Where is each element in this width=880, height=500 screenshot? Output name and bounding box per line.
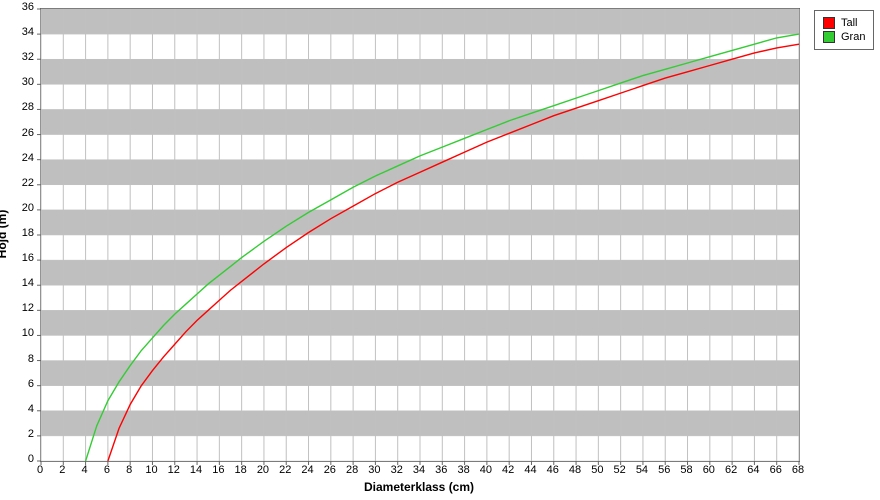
chart-container: Höjd (m) Diameterklass (cm) 024681012141… (0, 0, 880, 500)
x-tick-label: 10 (141, 464, 161, 476)
x-tick-label: 12 (164, 464, 184, 476)
y-tick-label: 34 (12, 26, 34, 38)
legend-label: Gran (841, 31, 865, 43)
x-tick-label: 34 (409, 464, 429, 476)
x-tick-label: 4 (75, 464, 95, 476)
x-tick-label: 8 (119, 464, 139, 476)
y-tick-label: 20 (12, 202, 34, 214)
x-tick-label: 64 (743, 464, 763, 476)
y-tick-label: 8 (12, 353, 34, 365)
x-tick-label: 32 (387, 464, 407, 476)
x-tick-label: 68 (788, 464, 808, 476)
y-tick-label: 22 (12, 177, 34, 189)
x-tick-label: 30 (364, 464, 384, 476)
x-tick-label: 14 (186, 464, 206, 476)
x-tick-label: 52 (610, 464, 630, 476)
y-tick-label: 26 (12, 127, 34, 139)
y-tick-label: 18 (12, 227, 34, 239)
x-tick-label: 24 (298, 464, 318, 476)
y-tick-label: 24 (12, 152, 34, 164)
x-tick-label: 6 (97, 464, 117, 476)
x-tick-label: 48 (565, 464, 585, 476)
y-axis-label: Höjd (m) (0, 210, 9, 259)
x-tick-label: 2 (52, 464, 72, 476)
x-tick-label: 62 (721, 464, 741, 476)
x-tick-label: 18 (231, 464, 251, 476)
x-tick-label: 22 (275, 464, 295, 476)
x-tick-label: 54 (632, 464, 652, 476)
x-tick-label: 26 (320, 464, 340, 476)
x-tick-label: 36 (431, 464, 451, 476)
x-tick-label: 38 (454, 464, 474, 476)
plot-svg (41, 9, 799, 461)
series-tall (108, 44, 799, 461)
y-tick-label: 28 (12, 101, 34, 113)
y-tick-label: 16 (12, 252, 34, 264)
x-tick-label: 40 (476, 464, 496, 476)
x-tick-label: 28 (342, 464, 362, 476)
y-tick-label: 32 (12, 51, 34, 63)
x-tick-label: 46 (543, 464, 563, 476)
y-tick-label: 36 (12, 1, 34, 13)
legend-swatch (823, 31, 835, 43)
x-tick-label: 66 (766, 464, 786, 476)
legend: Tall Gran (814, 10, 874, 50)
y-tick-label: 10 (12, 327, 34, 339)
legend-item-gran: Gran (823, 31, 865, 43)
x-tick-label: 42 (498, 464, 518, 476)
legend-label: Tall (841, 17, 858, 29)
x-tick-label: 20 (253, 464, 273, 476)
x-tick-label: 56 (654, 464, 674, 476)
x-tick-label: 58 (677, 464, 697, 476)
y-tick-label: 2 (12, 428, 34, 440)
plot-area (40, 8, 800, 462)
y-tick-label: 12 (12, 302, 34, 314)
y-tick-label: 4 (12, 403, 34, 415)
y-tick-label: 30 (12, 76, 34, 88)
legend-swatch (823, 17, 835, 29)
legend-item-tall: Tall (823, 17, 865, 29)
y-tick-label: 6 (12, 378, 34, 390)
x-tick-label: 0 (30, 464, 50, 476)
x-tick-label: 44 (520, 464, 540, 476)
x-tick-label: 16 (208, 464, 228, 476)
y-tick-label: 14 (12, 277, 34, 289)
x-tick-label: 60 (699, 464, 719, 476)
x-axis-label: Diameterklass (cm) (339, 480, 499, 494)
x-tick-label: 50 (587, 464, 607, 476)
